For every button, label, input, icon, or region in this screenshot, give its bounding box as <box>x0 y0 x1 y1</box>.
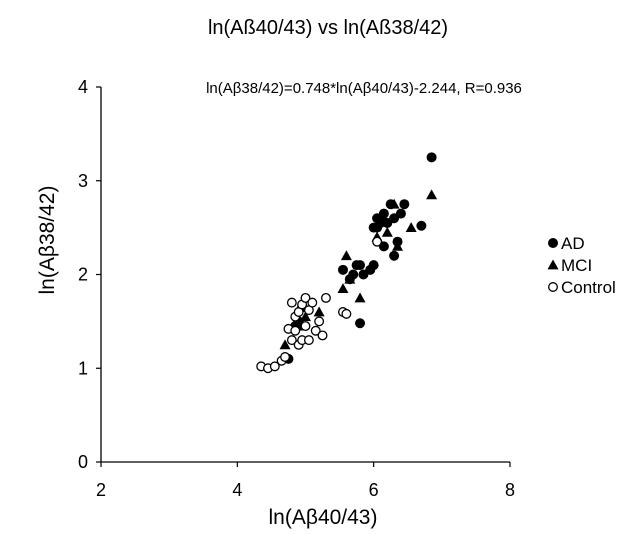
ad-point <box>416 220 427 231</box>
ad-point <box>355 260 366 271</box>
control-point <box>300 292 311 303</box>
mci-point <box>392 240 404 251</box>
control-point <box>286 335 297 346</box>
plot-area: 2 4 6 8 0 1 2 3 4 <box>78 77 515 500</box>
control-point <box>280 352 291 362</box>
mci-point <box>279 339 291 350</box>
y-tick-label: 1 <box>78 358 88 378</box>
x-tick-label: 8 <box>505 480 515 500</box>
control-point <box>286 297 297 308</box>
control-point <box>317 330 328 341</box>
control-point <box>303 335 314 346</box>
mci-point <box>313 306 325 317</box>
legend-marker-ad <box>548 238 558 248</box>
ad-point <box>399 199 410 210</box>
control-point <box>269 361 280 372</box>
legend: AD MCI Control <box>547 234 616 297</box>
legend-label-ad: AD <box>561 234 585 253</box>
mci-point <box>388 198 400 209</box>
x-tick-label: 2 <box>96 480 106 500</box>
mci-point <box>354 292 366 303</box>
legend-label-control: Control <box>561 278 616 297</box>
mci-point <box>300 311 311 322</box>
y-tick-label: 2 <box>78 265 88 285</box>
y-tick-label: 3 <box>78 171 88 191</box>
control-point <box>341 308 352 319</box>
ad-point <box>368 260 379 271</box>
ad-point <box>389 250 400 261</box>
x-tick-label: 4 <box>232 480 242 500</box>
axis-ticks: 2 4 6 8 0 1 2 3 4 <box>78 77 515 500</box>
control-point <box>307 297 318 308</box>
data-points <box>256 152 438 374</box>
legend-marker-control <box>548 282 558 292</box>
chart-title: ln(Aß40/43) vs ln(Aß38/42) <box>208 17 448 39</box>
mci-point <box>340 250 352 261</box>
mci-point <box>381 226 393 237</box>
ad-point <box>395 208 406 219</box>
y-axis-label: ln(Aβ38/42) <box>36 186 59 295</box>
ad-point <box>355 318 366 329</box>
ad-point <box>426 152 437 163</box>
mci-point <box>378 212 390 223</box>
x-axis-label: ln(Aβ40/43) <box>269 506 378 529</box>
control-point <box>290 325 301 336</box>
control-point <box>300 321 311 332</box>
control-point <box>372 236 383 247</box>
mci-point <box>337 283 349 293</box>
ad-point <box>337 264 348 275</box>
mci-point <box>426 189 438 200</box>
y-tick-label: 0 <box>78 452 88 472</box>
mci-point <box>344 273 356 284</box>
y-tick-label: 4 <box>78 77 88 97</box>
legend-marker-mci <box>547 259 559 270</box>
control-point <box>310 325 321 336</box>
regression-annotation: ln(Aβ38/42)=0.748*ln(Aβ40/43)-2.244, R=0… <box>206 80 522 97</box>
x-tick-label: 6 <box>369 480 379 500</box>
legend-label-mci: MCI <box>561 256 592 275</box>
mci-point <box>405 222 417 233</box>
control-point <box>321 292 331 303</box>
control-point <box>314 316 325 327</box>
